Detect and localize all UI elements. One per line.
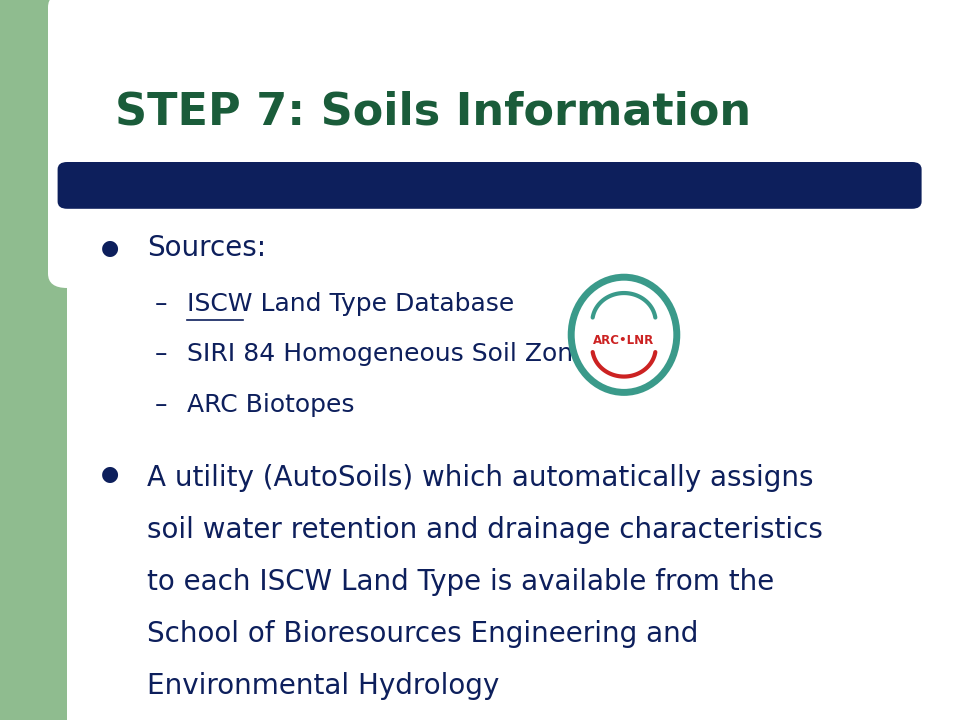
Text: ISCW Land Type Database: ISCW Land Type Database: [187, 292, 515, 316]
Text: –: –: [155, 392, 168, 417]
Text: soil water retention and drainage characteristics: soil water retention and drainage charac…: [147, 516, 823, 544]
FancyBboxPatch shape: [48, 0, 960, 288]
Text: ●: ●: [101, 464, 120, 485]
Text: ARC Biotopes: ARC Biotopes: [187, 392, 354, 417]
Text: ●: ●: [101, 238, 120, 258]
Text: STEP 7: Soils Information: STEP 7: Soils Information: [115, 90, 752, 133]
FancyBboxPatch shape: [0, 0, 86, 720]
Text: SIRI 84 Homogeneous Soil Zones: SIRI 84 Homogeneous Soil Zones: [187, 342, 602, 366]
Ellipse shape: [571, 277, 677, 392]
Text: Sources:: Sources:: [147, 235, 266, 262]
FancyBboxPatch shape: [58, 162, 922, 209]
Text: to each ISCW Land Type is available from the: to each ISCW Land Type is available from…: [147, 568, 774, 596]
Text: Environmental Hydrology: Environmental Hydrology: [147, 672, 499, 700]
Text: School of Bioresources Engineering and: School of Bioresources Engineering and: [147, 620, 698, 648]
Text: ARC•LNR: ARC•LNR: [593, 334, 655, 347]
Text: A utility (AutoSoils) which automatically assigns: A utility (AutoSoils) which automaticall…: [147, 464, 813, 492]
FancyBboxPatch shape: [67, 194, 960, 720]
Text: –: –: [155, 342, 168, 366]
Text: –: –: [155, 292, 168, 316]
